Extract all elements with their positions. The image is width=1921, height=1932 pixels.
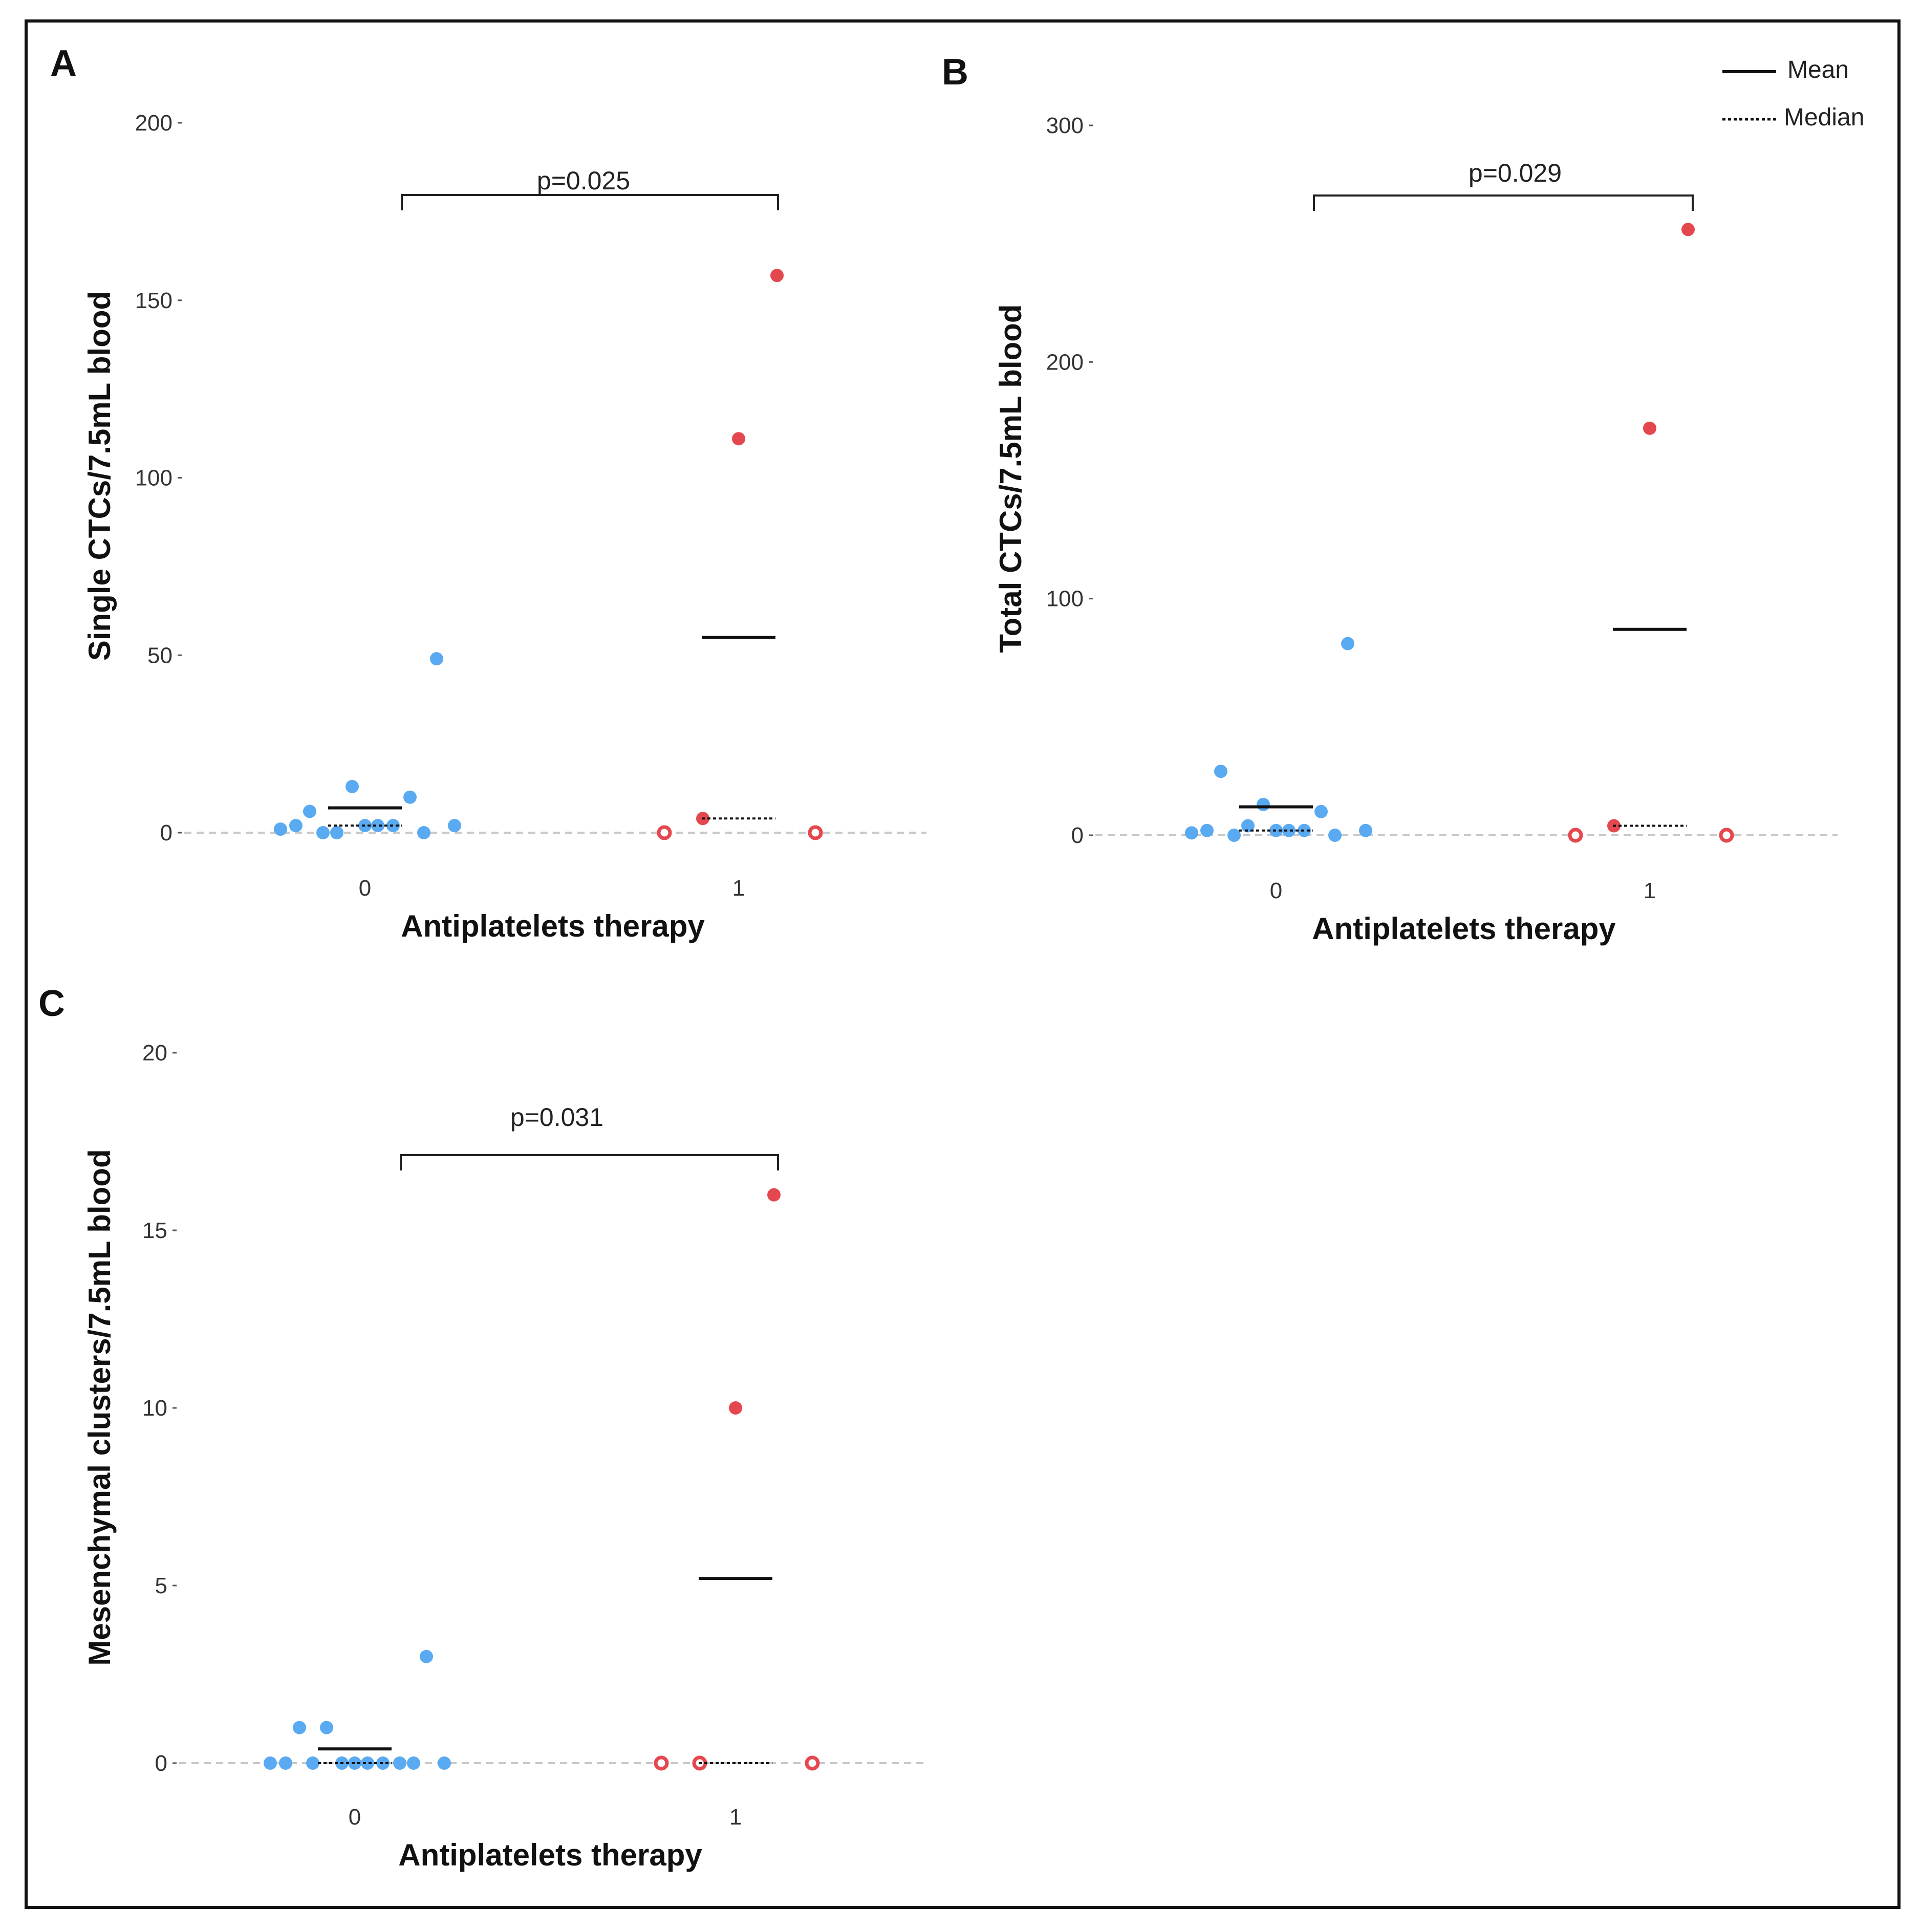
y-tick-label: 100 [1046,587,1084,612]
data-point [808,825,823,840]
p-value-label: p=0.029 [1469,159,1562,187]
legend-mean-label: Mean [1787,56,1849,83]
data-point [420,1649,433,1663]
panel-letter: C [38,983,65,1024]
panel-c: C 0 5 10 15 20 0 1 Antiplatelets therapy Mesenchy… [38,983,926,1872]
y-tick-label: 20 [142,1040,167,1066]
y-tick-label: 0 [155,1751,167,1776]
p-value-label: p=0.031 [510,1103,603,1132]
y-tick-label: 200 [135,111,172,136]
data-point [279,1756,292,1770]
y-tick-label: 5 [155,1573,167,1598]
significance-bracket [400,1154,779,1170]
y-tick-label: 0 [160,820,172,845]
data-point [316,826,330,839]
x-axis-title: Antiplatelets therapy [401,909,705,943]
data-point [1257,797,1270,811]
data-point [303,805,316,818]
x-tick-label: 1 [1644,878,1656,903]
data-point [1200,823,1214,837]
x-axis-title: Antiplatelets therapy [1312,911,1616,946]
data-point [1341,637,1354,650]
data-point [1328,829,1342,842]
data-point [320,1721,333,1734]
legend-median-label: Median [1784,104,1864,131]
data-point [1681,223,1695,236]
data-point [403,790,417,804]
data-point [729,1401,742,1415]
x-tick-label: 0 [1270,878,1282,903]
data-point [1214,765,1227,778]
data-point [430,652,443,666]
y-tick-label: 15 [142,1218,167,1243]
data-point [1282,823,1296,837]
data-point [1314,805,1328,818]
data-point [1568,828,1583,843]
panel-letter: A [50,43,77,84]
data-point [767,1188,781,1202]
data-point [361,1756,374,1770]
data-point [293,1721,306,1734]
data-point [732,432,745,446]
data-point [371,819,384,833]
x-axis-title: Antiplatelets therapy [398,1838,702,1872]
figure-frame [25,19,1901,1909]
significance-bracket [1313,194,1694,211]
data-point [306,1756,319,1770]
y-axis-title: Mesenchymal clusters/7.5mL blood [82,1149,117,1665]
data-point [1227,829,1241,842]
x-tick-label: 1 [732,876,745,901]
legend: Mean Median [1722,56,1864,131]
data-point [657,825,672,840]
data-point [1185,826,1198,840]
y-tick-label: 10 [142,1396,167,1421]
data-point [1359,823,1372,837]
data-point [770,269,784,283]
y-tick-label: 300 [1046,113,1084,138]
data-point [330,826,343,839]
data-point [407,1756,420,1770]
data-point [393,1756,406,1770]
p-value-label: p=0.025 [537,166,630,195]
y-tick-label: 200 [1046,350,1084,375]
data-point [289,819,303,833]
y-tick-label: 100 [135,466,172,491]
data-point [1241,819,1255,833]
x-tick-label: 0 [359,876,371,901]
significance-bracket [401,194,779,210]
data-point [274,822,287,836]
y-axis-title: Total CTCs/7.5mL blood [994,304,1028,653]
y-tick-label: 150 [135,288,172,313]
y-axis-title: Single CTCs/7.5mL blood [82,291,117,661]
data-point [346,779,359,793]
data-point [448,819,461,833]
y-tick-label: 0 [1071,823,1084,848]
data-point [417,826,430,839]
panel-a: A 0 50 100 150 200 0 1 Antiplatelets therapy Sing… [50,43,926,943]
panel-letter: B [942,52,968,93]
panel-b: B 0 100 200 300 0 1 Antiplatelets therapy Total … [942,52,1838,946]
data-point [654,1755,669,1771]
data-point [1643,421,1656,435]
data-point [805,1755,820,1771]
x-tick-label: 1 [729,1805,742,1830]
data-point [438,1756,451,1770]
data-point [1719,828,1734,843]
data-point [264,1756,277,1770]
y-tick-label: 50 [147,643,172,668]
x-tick-label: 0 [349,1805,361,1830]
